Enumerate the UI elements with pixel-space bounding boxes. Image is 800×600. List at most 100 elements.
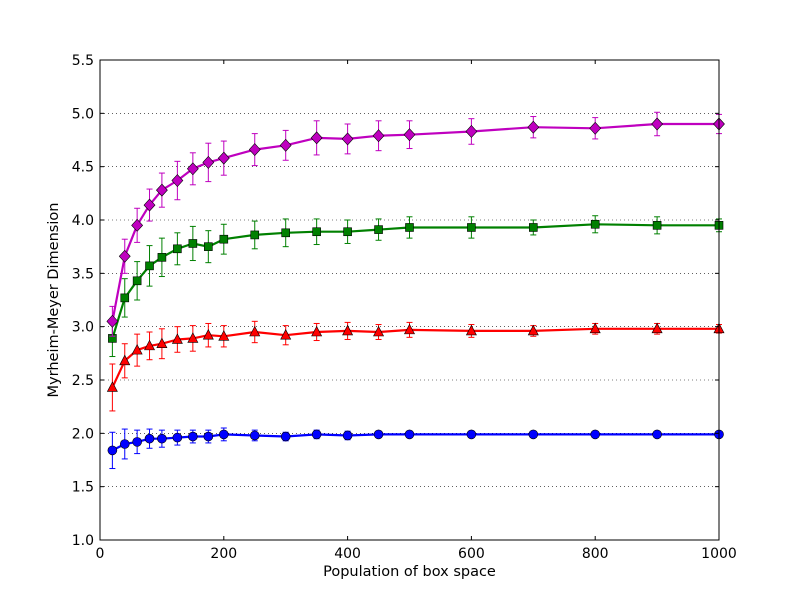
data-point-3-12 — [341, 132, 354, 146]
data-point-2-6 — [188, 239, 198, 248]
data-point-3-15 — [465, 125, 478, 138]
data-point-1-15 — [465, 324, 477, 336]
y-tick-label-7: 4.5 — [72, 160, 94, 176]
data-point-0-0 — [107, 445, 118, 456]
data-point-0-12 — [342, 430, 353, 441]
data-point-3-13 — [372, 129, 385, 143]
y-tick-label-4: 3.0 — [72, 320, 94, 336]
data-point-3-6 — [186, 162, 199, 176]
y-tick-label-8: 5.0 — [72, 106, 94, 122]
data-point-0-6 — [188, 431, 198, 442]
series-1 — [106, 320, 725, 412]
y-tick-label-9: 5.5 — [72, 53, 94, 69]
data-point-1-5 — [171, 333, 183, 344]
data-point-3-10 — [279, 138, 292, 152]
series-0 — [107, 427, 724, 470]
data-point-3-17 — [589, 121, 602, 135]
data-point-0-9 — [249, 430, 260, 441]
x-tick-label-5: 1000 — [701, 546, 737, 562]
data-point-1-13 — [373, 325, 385, 337]
data-point-2-14 — [405, 223, 414, 232]
data-point-1-10 — [280, 329, 292, 340]
x-tick-label-1: 200 — [210, 546, 237, 562]
plot-frame — [99, 59, 720, 541]
x-tick-label-3: 600 — [458, 546, 485, 562]
data-point-0-1 — [119, 439, 130, 449]
data-point-1-0 — [106, 381, 118, 392]
data-point-3-2 — [131, 218, 144, 232]
data-point-1-6 — [187, 332, 199, 343]
data-point-2-9 — [250, 230, 260, 240]
data-point-1-3 — [144, 339, 156, 351]
y-tick-label-3: 2.5 — [72, 373, 94, 389]
data-point-2-5 — [173, 244, 182, 254]
data-point-1-14 — [404, 323, 415, 335]
data-point-2-10 — [281, 228, 291, 238]
data-point-0-18 — [652, 429, 662, 440]
data-point-0-4 — [157, 433, 167, 444]
data-point-3-7 — [202, 155, 215, 169]
x-tick-label-4: 800 — [582, 546, 609, 562]
data-point-1-18 — [651, 322, 663, 334]
data-point-0-3 — [144, 433, 155, 444]
data-point-2-4 — [157, 253, 167, 262]
data-point-1-2 — [131, 343, 143, 355]
y-tick-label-5: 3.5 — [72, 266, 94, 282]
y-tick-label-6: 4.0 — [72, 213, 94, 229]
data-point-2-18 — [652, 221, 662, 230]
data-point-0-10 — [280, 431, 291, 442]
data-point-3-9 — [248, 143, 261, 157]
data-point-2-17 — [590, 219, 600, 229]
data-point-0-17 — [590, 429, 601, 440]
data-point-2-1 — [120, 293, 130, 303]
data-point-0-2 — [132, 437, 142, 447]
data-point-1-12 — [342, 324, 354, 336]
data-point-3-0 — [106, 314, 119, 328]
data-point-1-17 — [589, 322, 601, 334]
data-point-0-5 — [172, 432, 183, 443]
data-point-3-5 — [171, 174, 184, 187]
data-point-0-7 — [203, 431, 214, 442]
data-point-0-11 — [311, 429, 322, 440]
data-point-1-9 — [249, 325, 261, 337]
data-point-2-11 — [312, 227, 321, 237]
y-axis-label: Myrheim-Meyer Dimension — [46, 203, 62, 398]
series-2 — [108, 215, 724, 358]
x-tick-label-0: 0 — [96, 546, 105, 562]
data-point-0-8 — [219, 429, 229, 440]
data-point-2-2 — [132, 276, 142, 286]
data-point-2-16 — [528, 223, 538, 232]
data-point-1-16 — [527, 324, 539, 336]
y-tick-label-2: 2.0 — [72, 426, 94, 442]
data-point-0-15 — [466, 429, 477, 440]
data-point-0-13 — [373, 429, 384, 440]
x-axis-label: Population of box space — [323, 564, 496, 580]
series-group — [106, 111, 725, 470]
data-point-3-14 — [403, 128, 416, 142]
x-tick-label-2: 400 — [334, 546, 361, 562]
data-point-0-14 — [404, 429, 415, 440]
data-point-1-7 — [202, 329, 214, 340]
data-point-3-16 — [527, 120, 540, 134]
data-point-1-4 — [156, 337, 168, 349]
y-tick-label-0: 1.0 — [72, 533, 94, 549]
data-point-2-13 — [374, 225, 383, 234]
data-point-2-12 — [343, 227, 352, 237]
data-point-1-1 — [119, 354, 131, 366]
data-point-3-18 — [651, 117, 664, 131]
data-point-0-16 — [528, 429, 539, 440]
data-point-2-3 — [145, 261, 154, 271]
data-point-3-3 — [143, 198, 156, 212]
data-point-2-7 — [204, 242, 213, 251]
data-point-3-1 — [118, 249, 131, 263]
data-point-3-8 — [217, 151, 230, 165]
data-point-3-11 — [310, 131, 323, 145]
data-point-2-15 — [467, 223, 476, 232]
data-point-2-8 — [219, 234, 229, 244]
data-point-3-4 — [155, 183, 168, 197]
data-point-1-11 — [311, 325, 323, 337]
data-point-1-8 — [218, 330, 230, 341]
ticks: 1.0 1.5 2.0 2.5 3.0 3.5 4.0 4.5 5.0 5.5 0 200 400 600… — [72, 53, 737, 562]
